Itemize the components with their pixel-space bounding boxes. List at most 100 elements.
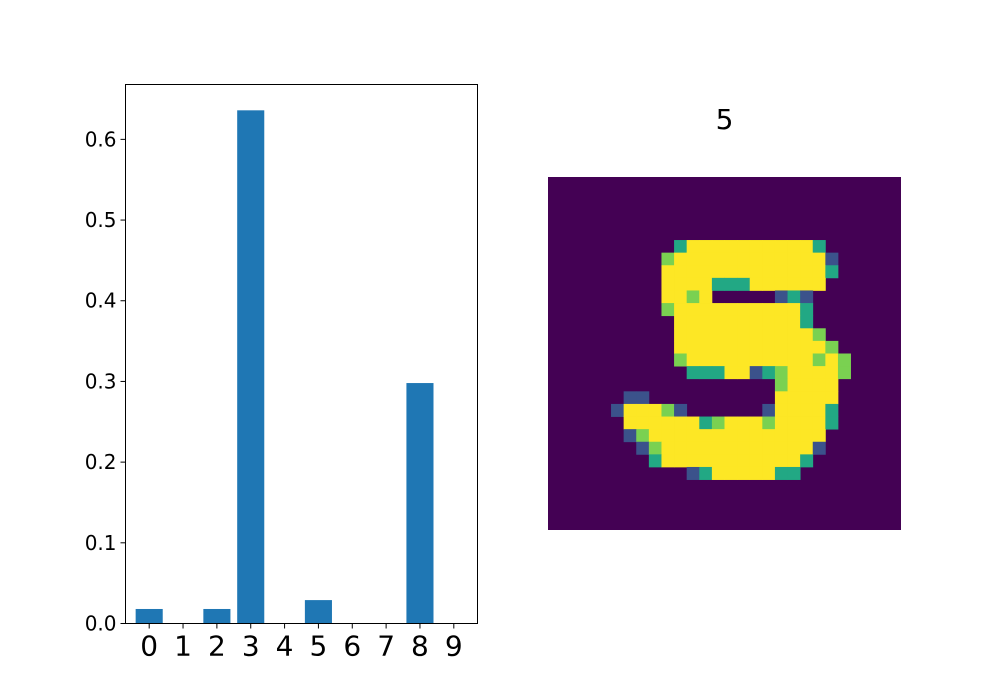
heatmap-cell [711, 441, 725, 455]
heatmap-cell [724, 340, 738, 354]
heatmap-cell [749, 315, 763, 329]
y-tick-label: 0.5 [85, 208, 117, 232]
heatmap-cell [787, 416, 801, 430]
y-tick-label: 0.2 [85, 450, 117, 474]
heatmap-cell [737, 265, 751, 279]
heatmap-cell [686, 366, 700, 380]
heatmap-cell [686, 429, 700, 443]
heatmap-cell [648, 403, 662, 417]
heatmap-cell [787, 252, 801, 266]
heatmap-cell [699, 328, 713, 342]
heatmap-cell [774, 315, 788, 329]
heatmap-cell [800, 391, 814, 405]
heatmap-cell [674, 328, 688, 342]
heatmap-cell [699, 252, 713, 266]
heatmap-cell [661, 403, 675, 417]
heatmap-cell [774, 441, 788, 455]
heatmap-cell [800, 265, 814, 279]
heatmap-cell [812, 403, 826, 417]
heatmap-cell [787, 290, 801, 304]
heatmap-cell [749, 466, 763, 480]
heatmap-cell [800, 303, 814, 317]
heatmap-cell [648, 441, 662, 455]
heatmap-cell [711, 303, 725, 317]
heatmap-cell [837, 366, 851, 380]
heatmap-cell [686, 265, 700, 279]
heatmap-cell [711, 252, 725, 266]
heatmap-cell [674, 277, 688, 291]
heatmap-cell [825, 403, 839, 417]
heatmap-cell [737, 315, 751, 329]
heatmap-cell [800, 252, 814, 266]
heatmap-cell [812, 353, 826, 367]
x-tick-label: 4 [276, 630, 294, 663]
heatmap-cell [724, 315, 738, 329]
digit-image-title: 5 [715, 103, 734, 136]
heatmap-cell [724, 277, 738, 291]
heatmap-cell [787, 391, 801, 405]
x-tick-label: 9 [445, 630, 463, 663]
x-tick-label: 5 [310, 630, 328, 663]
heatmap-cell [711, 240, 725, 254]
heatmap-cell [724, 240, 738, 254]
heatmap-cell [812, 340, 826, 354]
heatmap-cell [800, 454, 814, 468]
heatmap-cell [762, 416, 776, 430]
heatmap-cell [686, 328, 700, 342]
heatmap-cell [774, 403, 788, 417]
heatmap-cell [787, 454, 801, 468]
heatmap-cell [749, 366, 763, 380]
x-tick-label: 8 [411, 630, 429, 663]
bar-3 [237, 110, 265, 624]
heatmap-cell [749, 240, 763, 254]
heatmap-cell [661, 454, 675, 468]
heatmap-cell [825, 366, 839, 380]
heatmap-cell [774, 240, 788, 254]
heatmap-cell [749, 454, 763, 468]
heatmap-cell [787, 366, 801, 380]
heatmap-cell [636, 441, 650, 455]
heatmap-cell [674, 340, 688, 354]
heatmap-cell [611, 403, 625, 417]
heatmap-cell [674, 441, 688, 455]
heatmap-cell [800, 403, 814, 417]
heatmap-cell [674, 290, 688, 304]
heatmap-cell [711, 328, 725, 342]
heatmap-cell [774, 303, 788, 317]
heatmap-cell [661, 416, 675, 430]
heatmap-cell [623, 416, 637, 430]
digit-heatmap [548, 177, 901, 530]
heatmap-cell [774, 391, 788, 405]
heatmap-cell [787, 403, 801, 417]
heatmap-cell [674, 252, 688, 266]
heatmap-cell [711, 366, 725, 380]
heatmap-cell [800, 315, 814, 329]
heatmap-cell [762, 328, 776, 342]
heatmap-cell [762, 429, 776, 443]
x-tick-label: 3 [242, 630, 260, 663]
heatmap-cell [623, 391, 637, 405]
heatmap-cell [787, 466, 801, 480]
heatmap-cell [825, 252, 839, 266]
heatmap-cell [674, 240, 688, 254]
plot-frame [125, 84, 478, 624]
heatmap-cell [812, 328, 826, 342]
heatmap-cell [724, 265, 738, 279]
y-tick-label: 0.6 [85, 127, 117, 151]
heatmap-cell [812, 429, 826, 443]
heatmap-cell [699, 416, 713, 430]
heatmap-cell [762, 454, 776, 468]
heatmap-cell [674, 315, 688, 329]
y-axis: 0.0 0.1 0.2 0.3 0.4 0.5 0.6 [85, 127, 126, 636]
heatmap-cell [749, 340, 763, 354]
heatmap-cell [774, 353, 788, 367]
heatmap-cell [699, 441, 713, 455]
heatmap-cell [686, 303, 700, 317]
heatmap-cell [774, 340, 788, 354]
heatmap-cell [825, 416, 839, 430]
heatmap-cell [774, 466, 788, 480]
heatmap-cell [762, 303, 776, 317]
heatmap-cell [674, 303, 688, 317]
heatmap-cell [825, 378, 839, 392]
heatmap-cell [774, 290, 788, 304]
